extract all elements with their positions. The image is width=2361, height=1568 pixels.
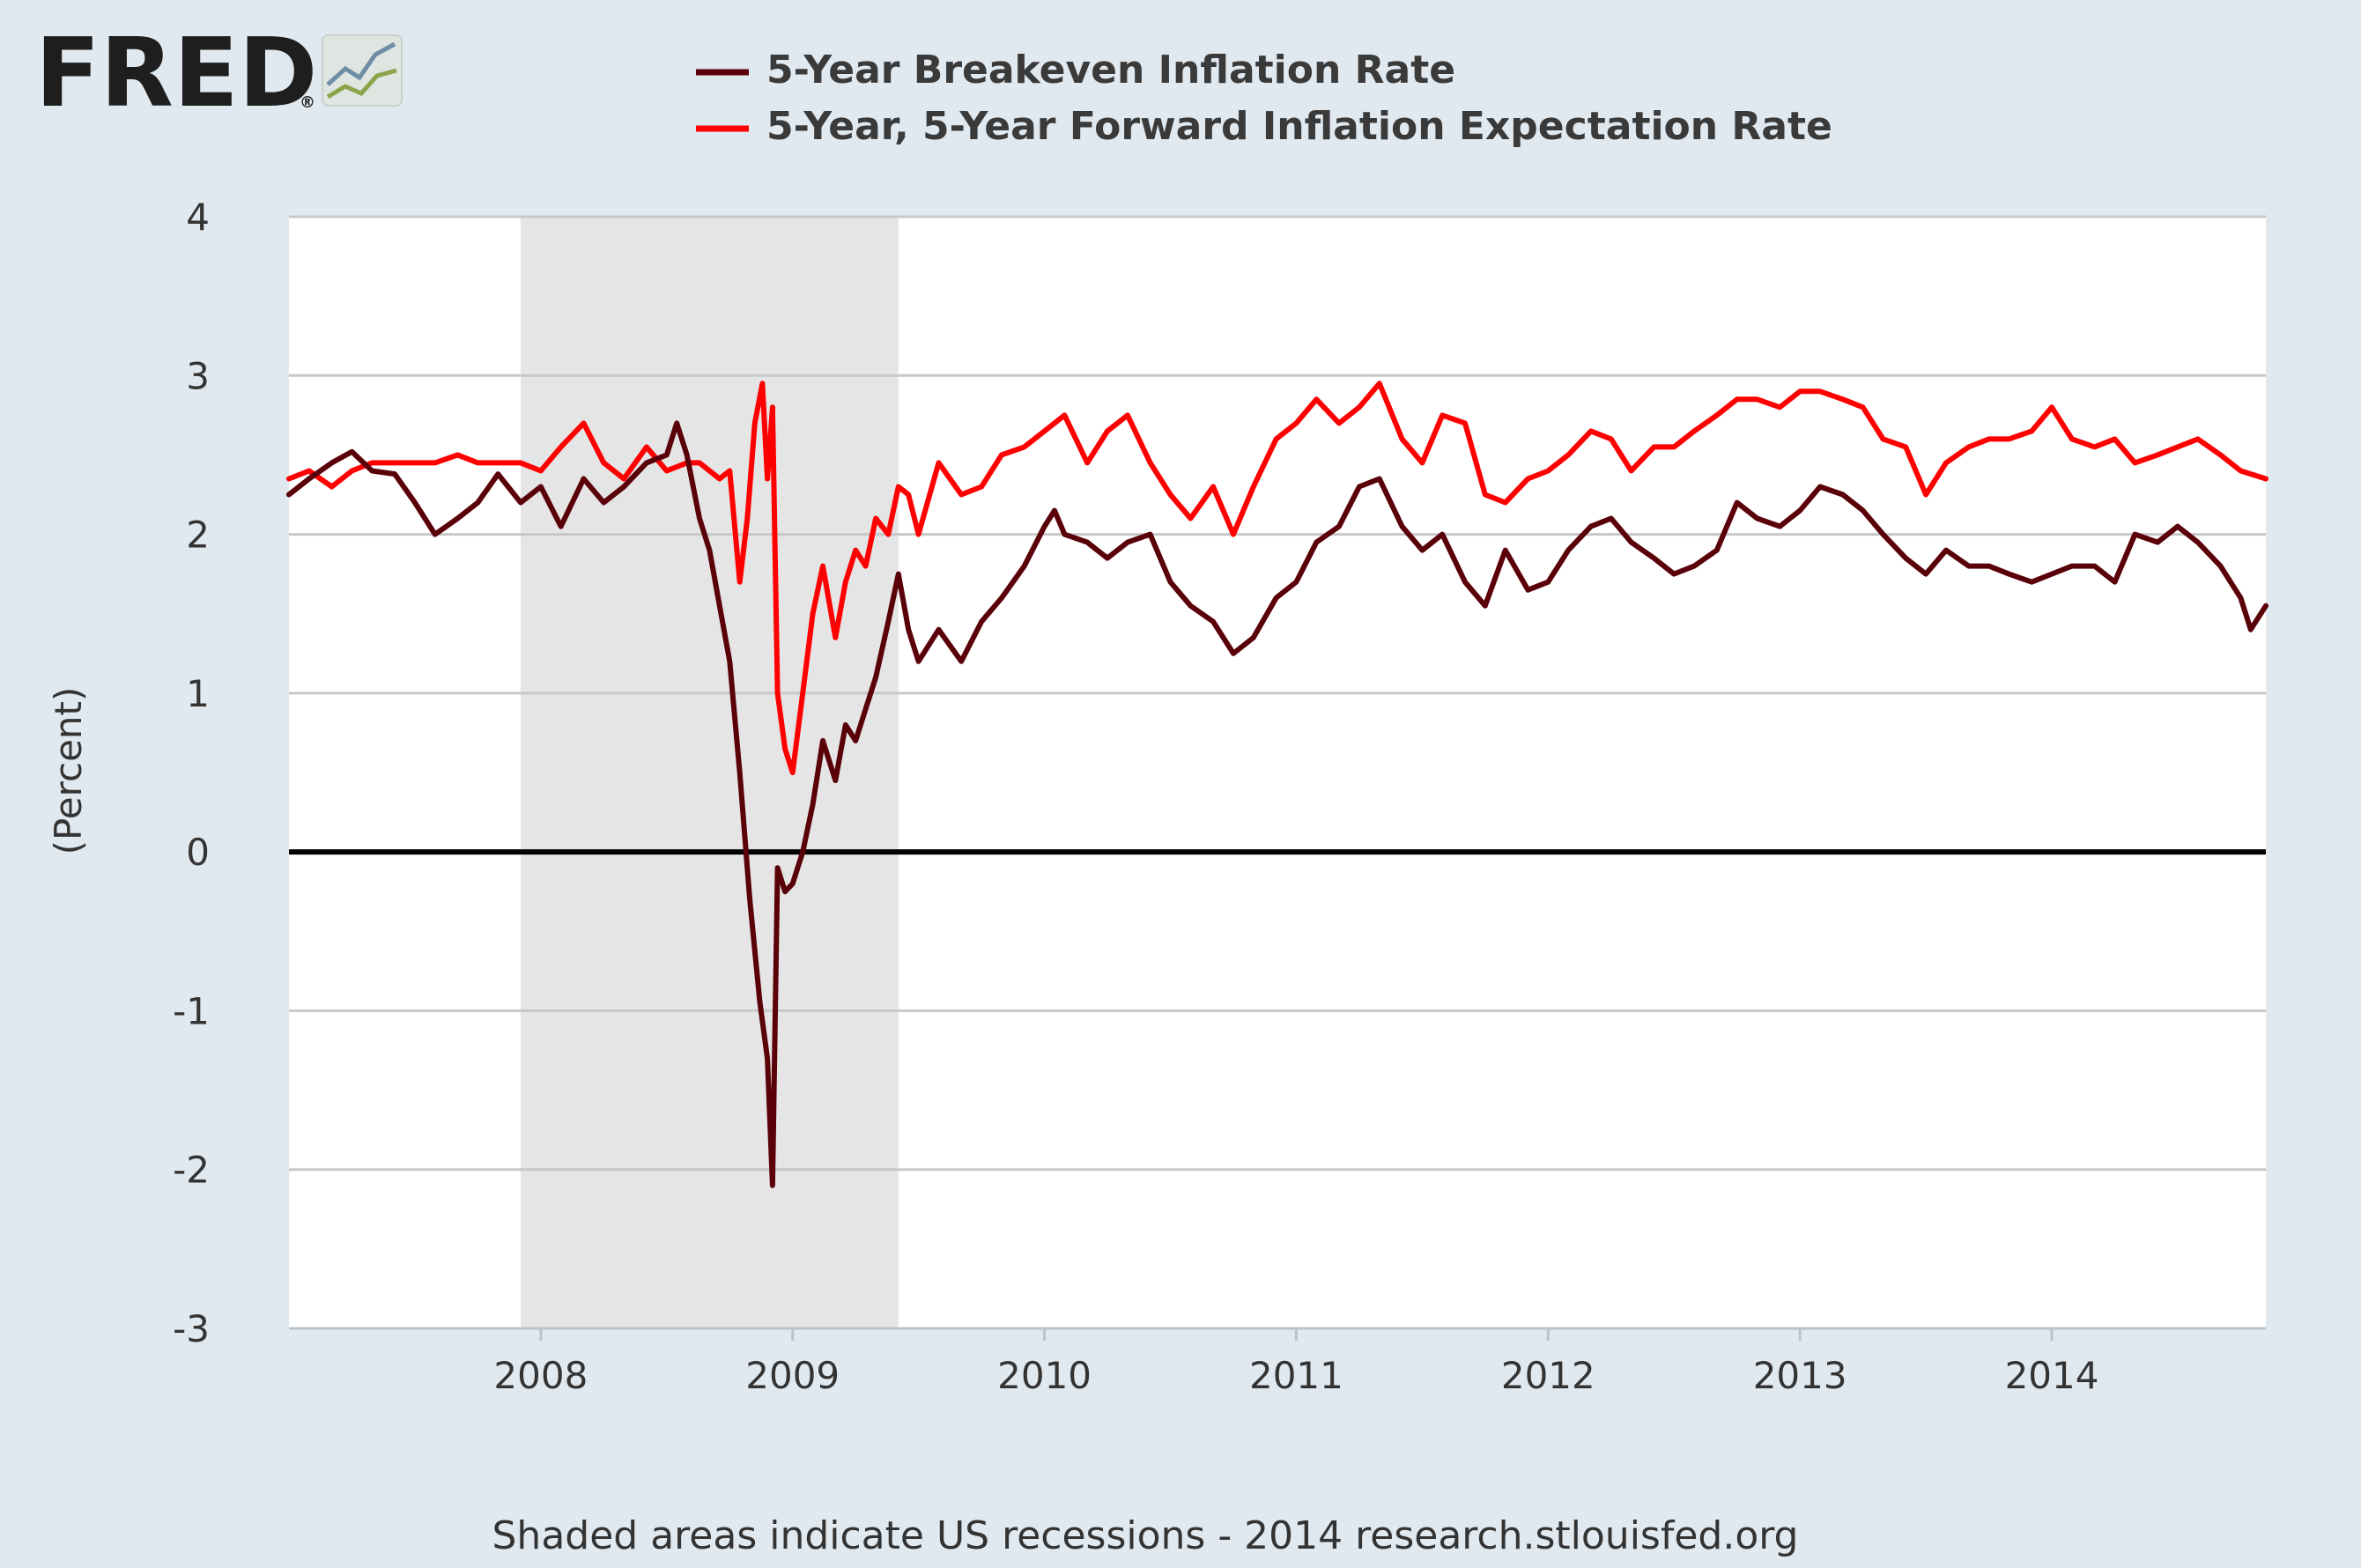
y-axis-ticks: 4 3 2 1 0 -1 -2 -3: [173, 196, 210, 1350]
x-tick-label: 2008: [493, 1354, 588, 1397]
y-tick-label: -2: [173, 1149, 210, 1192]
y-tick-label: 0: [186, 831, 210, 874]
legend-label-breakeven: 5-Year Breakeven Inflation Rate: [766, 48, 1455, 92]
series-line-breakeven: [286, 420, 2268, 1188]
x-tick-label: 2009: [745, 1354, 840, 1397]
gridlines: [289, 215, 2266, 1330]
legend-item-forward: 5-Year, 5-Year Forward Inflation Expecta…: [696, 104, 1832, 149]
fred-logo-registered: ®: [300, 93, 315, 112]
legend-label-forward: 5-Year, 5-Year Forward Inflation Expecta…: [766, 104, 1832, 149]
fred-logo-text: FRED: [35, 18, 317, 129]
y-tick-label: 2: [186, 514, 210, 557]
y-tick-label: 1: [186, 672, 210, 715]
x-tick-label: 2011: [1249, 1354, 1343, 1397]
x-tick-label: 2012: [1501, 1354, 1595, 1397]
recession-band: [520, 217, 899, 1328]
fred-logo: FRED ®: [35, 18, 403, 129]
series-line-forward: [286, 381, 2268, 775]
legend: 5-Year Breakeven Inflation Rate 5-Year, …: [696, 48, 1832, 149]
legend-item-breakeven: 5-Year Breakeven Inflation Rate: [696, 48, 1455, 92]
recession-shading: [520, 217, 899, 1328]
x-axis-ticks: 2008 2009 2010 2011 2012 2013 2014: [493, 1328, 2098, 1397]
y-tick-label: 4: [186, 196, 210, 239]
footer-note: Shaded areas indicate US recessions - 20…: [492, 1513, 1799, 1558]
series-lines: [286, 381, 2268, 1188]
x-tick-label: 2010: [997, 1354, 1092, 1397]
x-tick-label: 2014: [2005, 1354, 2099, 1397]
x-tick-label: 2013: [1753, 1354, 1847, 1397]
fred-logo-graph-icon: [322, 34, 403, 107]
y-tick-label: -3: [173, 1307, 210, 1350]
y-axis-label: (Percent): [47, 687, 90, 855]
y-tick-label: 3: [186, 354, 210, 397]
y-tick-label: -1: [173, 989, 210, 1032]
